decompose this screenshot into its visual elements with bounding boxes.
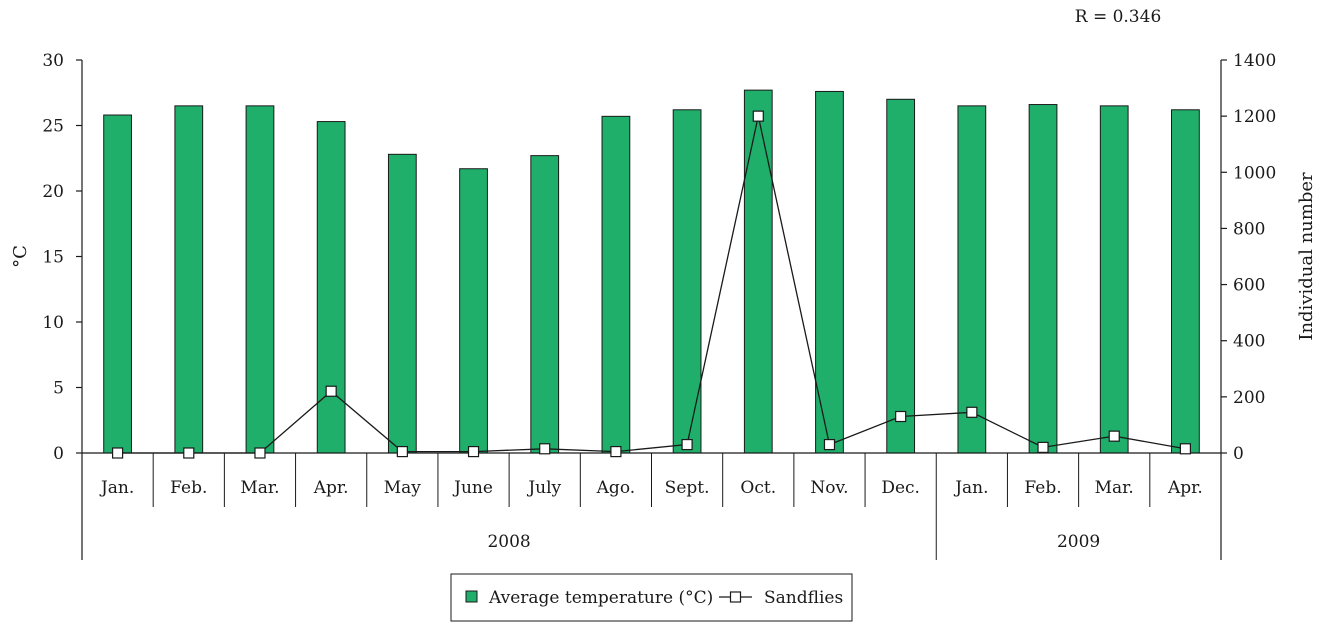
sandflies-marker: [1037, 441, 1049, 453]
year-label: 2009: [1057, 532, 1100, 552]
temperature-bar: [459, 168, 488, 454]
category-label: Ago.: [596, 478, 636, 498]
sandflies-marker: [681, 438, 693, 451]
left-tick-label: 25: [42, 117, 64, 137]
right-tick-label: 800: [1233, 219, 1265, 239]
line-layer: [111, 110, 1192, 459]
year-label: 2008: [487, 532, 530, 552]
left-axis-title: °C: [10, 245, 31, 268]
category-label: Apr.: [313, 478, 349, 498]
category-label: Oct.: [740, 478, 776, 498]
right-tick-label: 1000: [1233, 163, 1276, 183]
left-tick-label: 30: [42, 51, 64, 71]
right-tick-label: 1200: [1233, 107, 1276, 127]
sandflies-marker: [539, 443, 551, 455]
legend-bar-swatch: [465, 590, 478, 603]
temperature-bar: [743, 89, 773, 454]
sandflies-marker: [325, 385, 337, 397]
right-tick-label: 400: [1233, 332, 1265, 352]
temperature-bar: [103, 114, 132, 454]
right-tick-label: 1400: [1233, 51, 1276, 71]
axes-layer: 0 5 10 15 20 25 30 0 200 400 600 800 1000 1200 1400 °C I…: [10, 51, 1317, 560]
category-label: Dec.: [881, 478, 920, 498]
temperature-bar: [815, 90, 844, 454]
bars-layer: [103, 89, 1200, 454]
sandflies-line: [117, 116, 1186, 454]
temperature-bar: [601, 115, 631, 454]
sandflies-marker: [183, 447, 195, 459]
temperature-bar: [1028, 104, 1058, 454]
left-tick-label: 10: [42, 313, 64, 333]
temperature-bar: [672, 109, 702, 454]
right-tick-label: 600: [1233, 276, 1265, 296]
sandflies-marker: [254, 447, 266, 459]
category-label: Jan.: [99, 478, 134, 498]
temperature-bar: [886, 98, 916, 454]
sandflies-marker: [610, 445, 622, 458]
category-label: Nov.: [810, 478, 848, 498]
left-tick-label: 20: [42, 182, 64, 202]
legend: Average temperature (°C) Sandflies: [450, 573, 853, 622]
legend-marker-swatch: [729, 591, 742, 603]
category-label: May: [384, 478, 422, 498]
left-tick-label: 5: [53, 379, 64, 399]
correlation-annotation: R = 0.346: [1075, 7, 1162, 27]
temperature-bar: [1171, 109, 1200, 454]
left-tick-label: 0: [53, 444, 64, 464]
right-tick-label: 200: [1233, 388, 1265, 408]
temperature-bar: [245, 105, 275, 454]
sandflies-marker: [467, 445, 480, 458]
category-label: Feb.: [170, 478, 207, 498]
temperature-bar: [174, 105, 204, 454]
right-axis-title: Individual number: [1296, 172, 1317, 341]
temperature-bar: [530, 155, 560, 454]
category-label: July: [526, 478, 561, 498]
sandflies-marker: [1179, 443, 1192, 455]
sandflies-marker: [111, 447, 124, 459]
right-tick-label: 0: [1233, 444, 1244, 464]
sandflies-marker: [396, 445, 408, 458]
category-label: Sept.: [665, 478, 710, 498]
sandflies-marker: [752, 110, 764, 122]
category-label: Mar.: [240, 478, 279, 498]
sandflies-marker: [895, 410, 907, 423]
legend-temperature-label: Average temperature (°C): [488, 588, 713, 608]
category-label: June: [452, 478, 493, 498]
legend-sandflies-label: Sandflies: [764, 588, 843, 608]
category-label: Mar.: [1095, 478, 1134, 498]
sandflies-marker: [966, 406, 978, 418]
temperature-bar: [387, 153, 417, 454]
category-label: Feb.: [1024, 478, 1061, 498]
temperature-bar: [957, 105, 987, 454]
sandflies-marker: [1108, 430, 1120, 442]
sandflies-marker: [823, 438, 836, 451]
temperature-bar: [1099, 105, 1129, 454]
left-tick-label: 15: [42, 248, 64, 268]
category-label: Jan.: [953, 478, 988, 498]
legend-box: [450, 573, 853, 622]
temperature-bar: [316, 121, 346, 454]
category-label: Apr.: [1167, 478, 1203, 498]
